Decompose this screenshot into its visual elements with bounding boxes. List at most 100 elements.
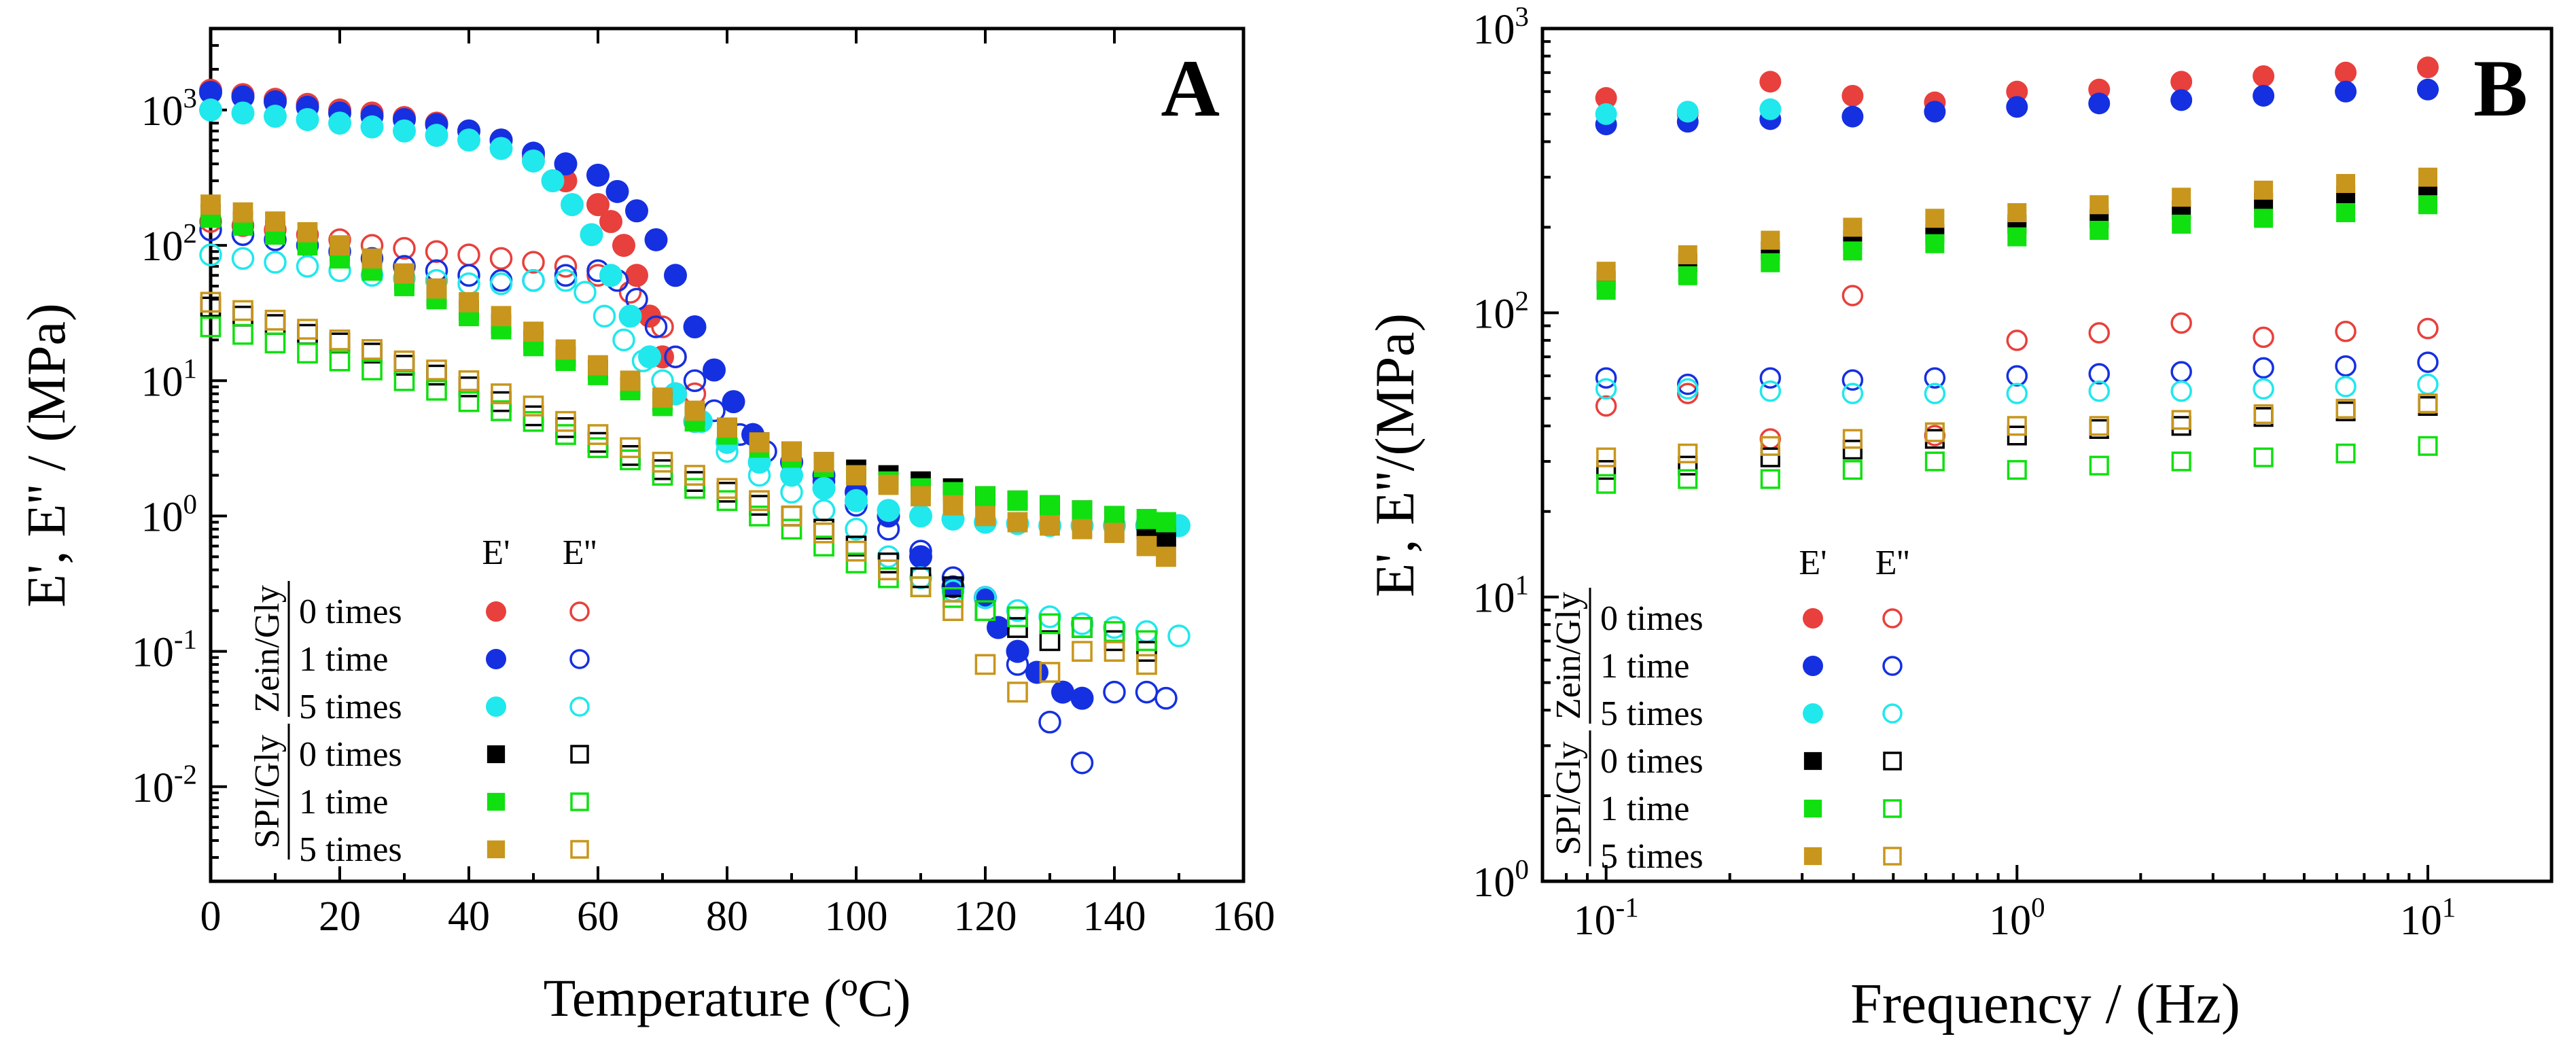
data-point	[199, 80, 222, 104]
data-point	[749, 490, 770, 512]
data-point	[587, 424, 609, 445]
data-point	[561, 193, 584, 217]
data-point	[489, 247, 513, 270]
data-point	[1135, 680, 1159, 704]
data-point	[781, 506, 802, 527]
data-point	[264, 332, 286, 354]
data-point	[974, 586, 997, 609]
data-point	[231, 247, 255, 270]
data-point	[620, 445, 641, 466]
data-point	[555, 410, 576, 432]
data-point	[2253, 357, 2274, 379]
data-point	[2088, 92, 2111, 115]
data-point	[593, 304, 616, 328]
data-point	[1924, 101, 1946, 123]
data-point	[555, 424, 576, 445]
data-point	[845, 540, 867, 562]
data-point	[813, 522, 834, 544]
panel-a-label: A	[1161, 43, 1220, 133]
data-point	[2006, 96, 2028, 118]
data-point	[491, 306, 512, 327]
data-point	[644, 315, 668, 338]
data-point	[780, 463, 803, 487]
data-point	[612, 328, 635, 352]
panel-b: 10-1 100 101 100 101 102 103 B Frequency / (Hz…	[1364, 1, 2554, 1036]
legend-marker-filled	[487, 840, 506, 859]
data-point	[458, 391, 480, 412]
data-point	[717, 417, 737, 438]
legend-marker-open	[1882, 608, 1903, 629]
legend-marker-filled	[486, 696, 506, 717]
data-point	[651, 315, 674, 338]
data-point	[586, 193, 610, 217]
data-point	[2417, 351, 2439, 373]
data-point	[974, 600, 996, 622]
data-point	[1841, 285, 1864, 306]
data-point	[554, 269, 578, 292]
data-point	[605, 179, 629, 203]
data-point	[1007, 512, 1028, 533]
data-point	[1038, 711, 1061, 734]
data-point	[2171, 451, 2191, 472]
data-point	[2007, 203, 2027, 223]
legend-marker-filled	[1803, 752, 1822, 771]
data-point	[491, 400, 512, 421]
data-point	[2418, 393, 2438, 414]
data-point	[781, 441, 802, 462]
data-point	[489, 137, 513, 160]
legend-row-label: 0 times	[299, 593, 402, 631]
data-point	[200, 316, 222, 338]
legend-marker-open	[569, 601, 590, 622]
data-point	[1596, 447, 1617, 467]
data-point	[2006, 80, 2028, 103]
data-point	[1760, 447, 1780, 467]
data-point	[987, 616, 1010, 639]
data-point	[652, 387, 673, 408]
panel-a-series	[199, 78, 1190, 775]
data-point	[232, 300, 253, 321]
data-point	[1843, 241, 1863, 261]
data-point	[749, 506, 770, 527]
data-point	[1924, 451, 1945, 472]
data-point	[2416, 78, 2439, 101]
data-point	[459, 291, 479, 313]
data-point	[652, 451, 673, 473]
data-point	[393, 350, 415, 372]
data-point	[1070, 751, 1094, 775]
data-point	[781, 518, 802, 540]
series-spi-gly-1-time-e-loss	[1596, 436, 2438, 494]
series-zein-gly-1-time-e-storage	[1595, 78, 2439, 136]
panel-a-x-tick-label: 160	[1212, 894, 1275, 940]
data-point	[747, 463, 771, 487]
data-point	[199, 98, 222, 122]
data-point	[620, 370, 641, 391]
data-point	[1925, 209, 1945, 228]
data-point	[1595, 87, 1617, 109]
data-point	[393, 370, 415, 391]
data-point	[1841, 105, 1864, 128]
data-point	[1051, 680, 1074, 704]
data-point	[523, 410, 544, 432]
panel-a-x-tick-label: 0	[200, 894, 222, 940]
data-point	[2418, 195, 2437, 215]
data-point	[781, 506, 802, 527]
data-point	[522, 251, 545, 274]
data-point	[554, 255, 578, 278]
data-point	[1006, 653, 1029, 676]
data-point	[2254, 180, 2274, 200]
data-point	[1759, 367, 1782, 389]
data-point	[2170, 380, 2192, 402]
data-point	[2253, 378, 2274, 400]
data-point	[489, 272, 513, 296]
panel-a-axes: 0 20 40 60 80 100 120 140 160 10-2 10-1 100 101 102 10…	[132, 27, 1275, 940]
data-point	[555, 417, 576, 438]
data-point	[580, 223, 603, 247]
panel-a-x-tick-label: 120	[954, 894, 1017, 940]
data-point	[974, 654, 996, 675]
data-point	[1039, 662, 1061, 683]
data-point	[845, 517, 868, 541]
data-point	[942, 600, 964, 622]
data-point	[1924, 422, 1945, 442]
data-point	[1925, 234, 1945, 253]
data-point	[425, 124, 448, 147]
